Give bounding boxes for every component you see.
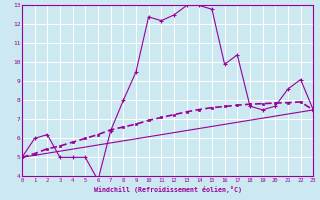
X-axis label: Windchill (Refroidissement éolien,°C): Windchill (Refroidissement éolien,°C) [94, 186, 242, 193]
